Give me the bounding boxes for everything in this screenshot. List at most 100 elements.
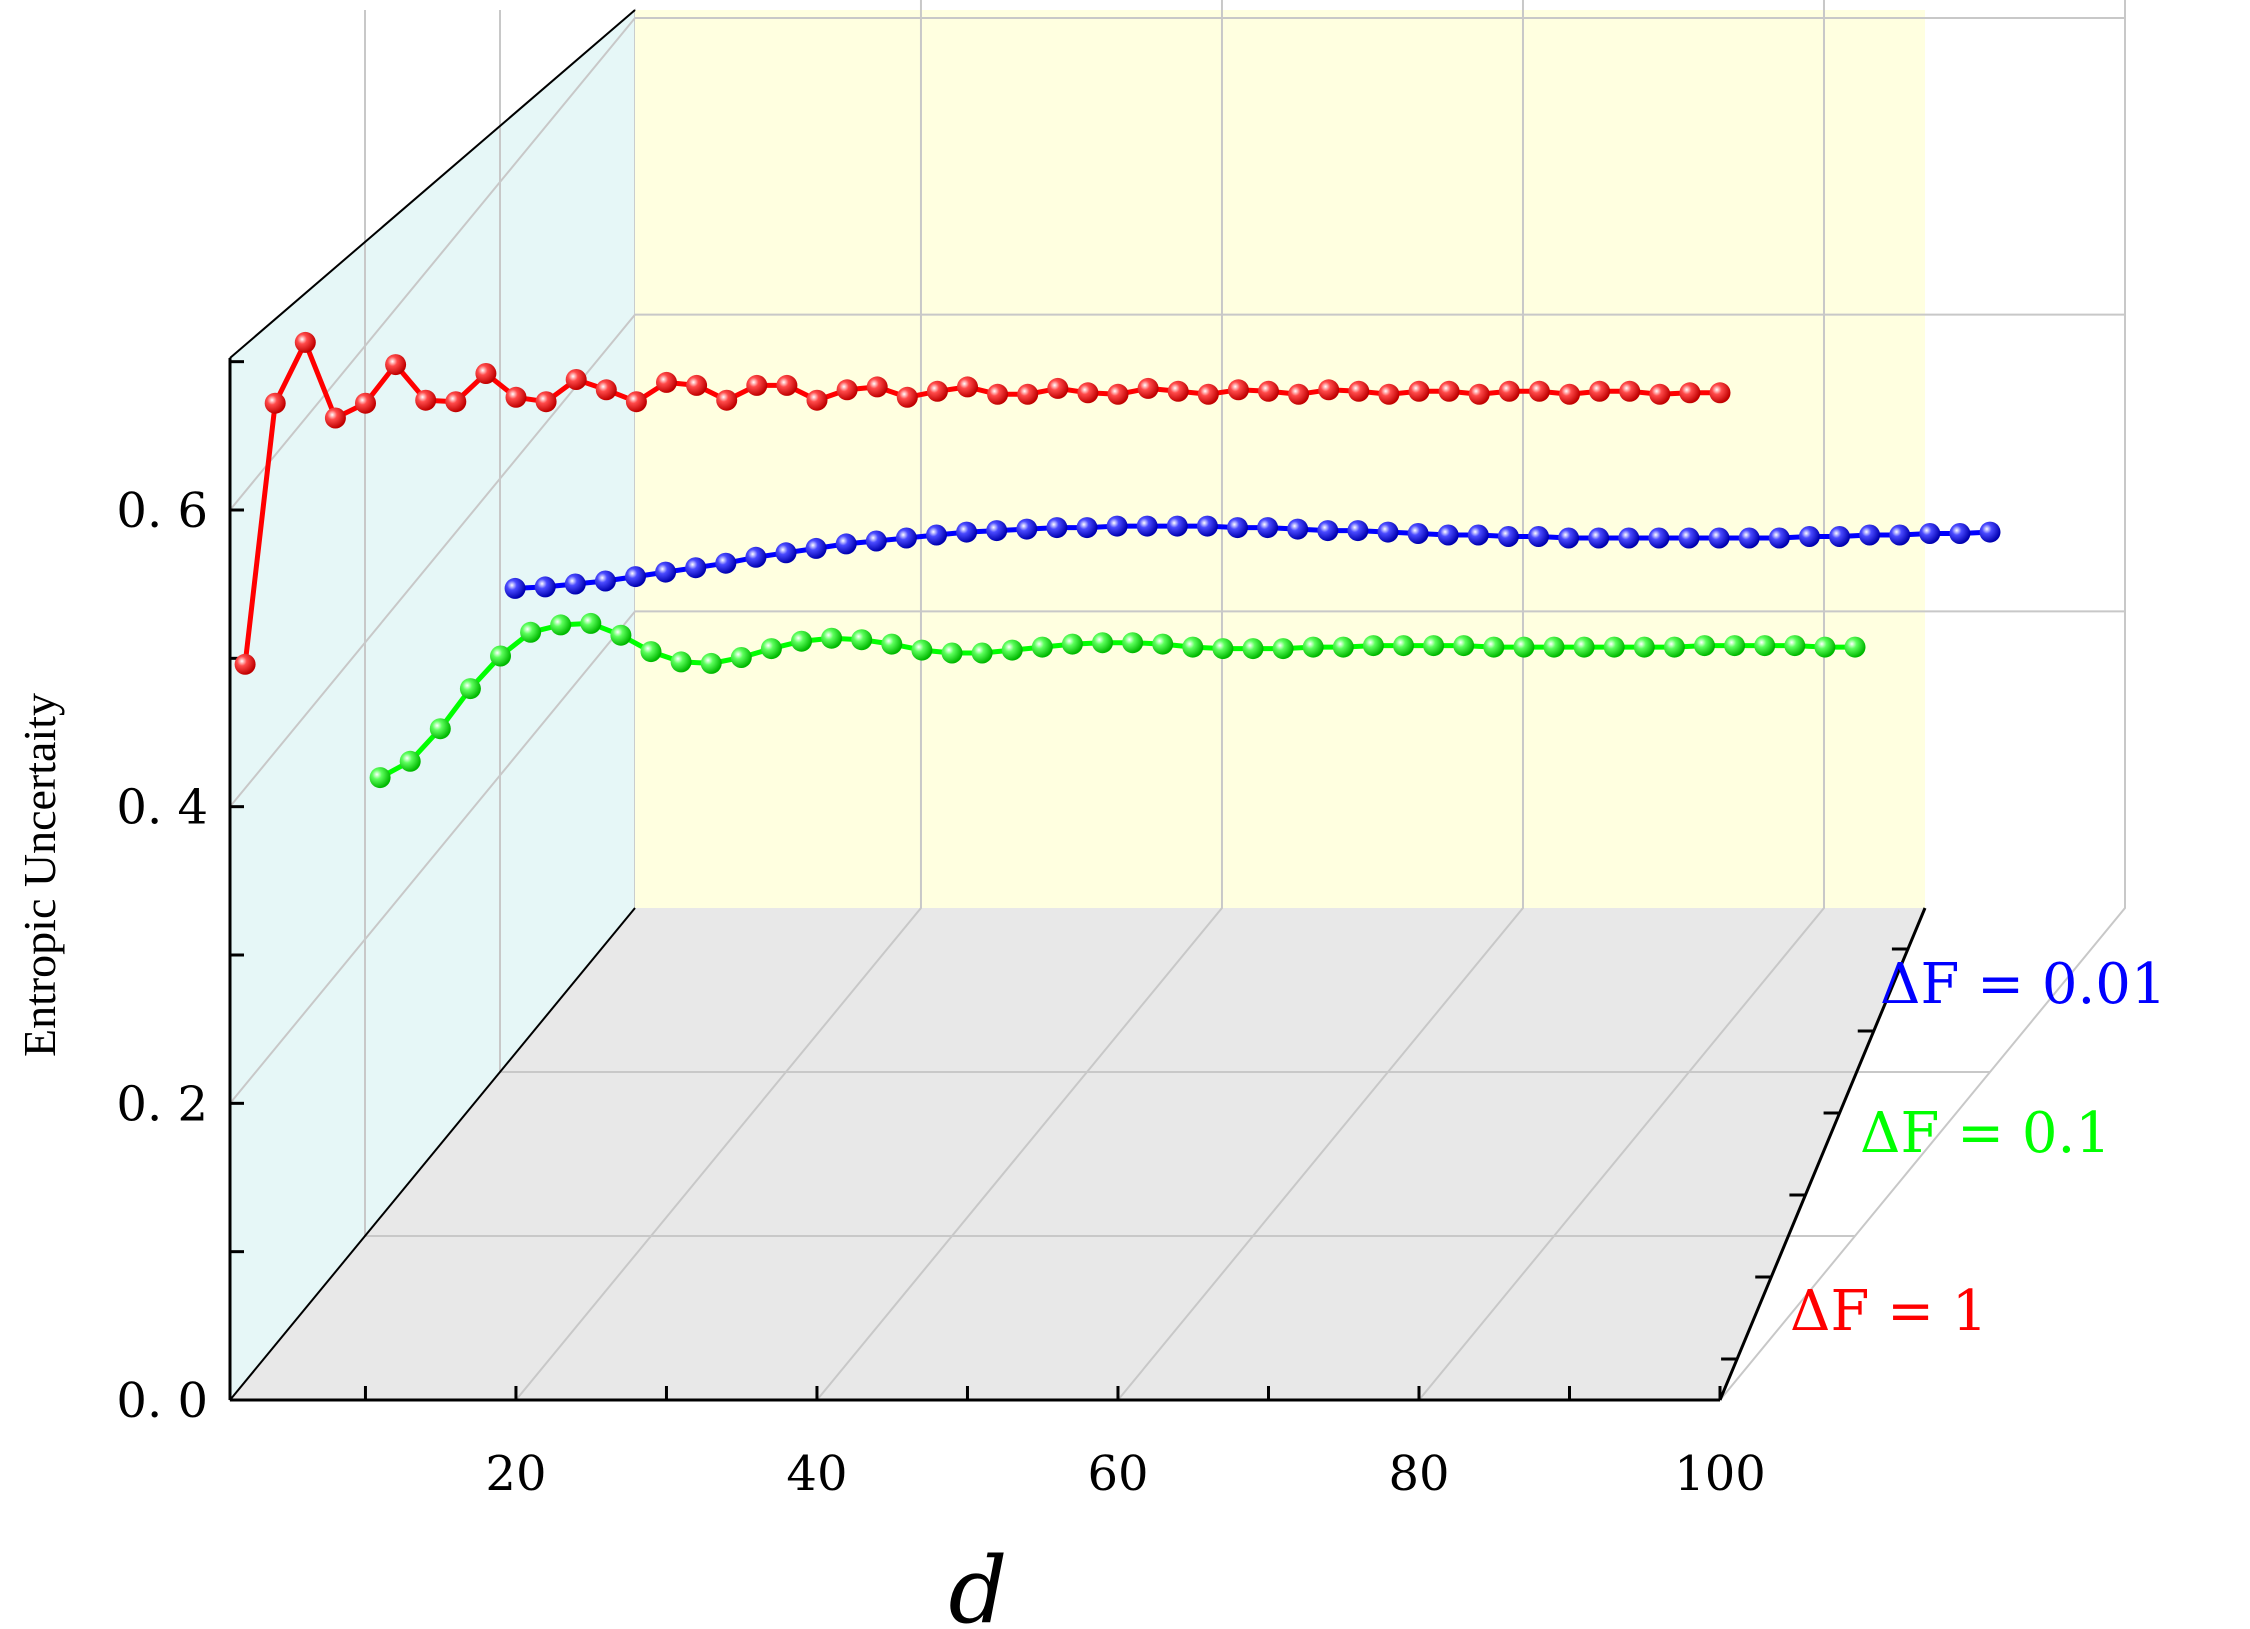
data-point [1001, 639, 1023, 661]
data-point [1077, 382, 1099, 404]
data-point [987, 383, 1009, 405]
data-point [1317, 520, 1339, 542]
grid-line-y-0.4 [229, 313, 2125, 808]
data-point [535, 391, 557, 413]
data-point [760, 638, 782, 660]
data-point [941, 642, 963, 664]
series-3 [504, 515, 2001, 599]
data-point [595, 379, 617, 401]
data-point [686, 374, 708, 396]
data-point [1377, 521, 1399, 543]
tick-labels: 0. 0 0. 2 0. 4 0. 6 20 40 60 80 100 [116, 483, 1765, 1502]
data-point [1016, 518, 1038, 540]
data-point [234, 653, 256, 675]
data-point [1242, 638, 1264, 660]
data-point [1166, 515, 1188, 537]
data-point [957, 376, 978, 398]
data-point [1408, 380, 1430, 402]
data-point [1046, 517, 1068, 539]
data-point [1468, 383, 1490, 405]
data-point [429, 718, 451, 740]
data-point [685, 557, 707, 579]
data-point [1558, 527, 1580, 549]
data-point [1573, 636, 1595, 658]
data-point [1092, 632, 1113, 654]
data-point [716, 389, 738, 411]
x-tick-label: 40 [786, 1446, 847, 1502]
data-point [1814, 636, 1836, 658]
data-point [550, 614, 572, 636]
data-point [956, 521, 978, 543]
data-point [1784, 635, 1806, 657]
data-point [1679, 382, 1701, 404]
floor-left-edge [229, 907, 636, 1401]
data-point [1709, 382, 1731, 404]
data-point [1136, 515, 1158, 537]
data-point [1227, 517, 1248, 539]
data-point [655, 561, 677, 583]
data-point [1979, 521, 2001, 543]
data-point [1724, 635, 1746, 657]
data-point [580, 612, 602, 634]
series-1 [234, 331, 1731, 675]
data-point [625, 566, 646, 588]
data-point [1106, 515, 1128, 537]
data-point [746, 374, 768, 396]
y-tick-label: 0. 6 [116, 483, 208, 539]
data-point [385, 354, 407, 376]
y-tick-label: 0. 0 [116, 1373, 208, 1429]
data-point [1407, 523, 1429, 544]
data-point [520, 621, 542, 643]
data-point [610, 624, 632, 646]
data-point [504, 577, 526, 599]
data-point [1257, 517, 1279, 539]
data-point [1589, 380, 1611, 402]
data-point [1497, 526, 1519, 547]
data-point [1378, 383, 1400, 405]
data-point [324, 407, 346, 429]
data-point [1031, 636, 1053, 658]
y-axis-title: Entropic Uncertaity [14, 693, 65, 1057]
data-point [1588, 527, 1610, 549]
data-point [505, 386, 527, 408]
wall-top-edge [229, 9, 636, 359]
data-point [1362, 635, 1384, 657]
data-point [1423, 635, 1445, 657]
data-point [1467, 524, 1489, 546]
data-point [1528, 380, 1550, 402]
data-point [670, 651, 692, 673]
grid-lines [229, 0, 2126, 1401]
data-point [1107, 383, 1129, 405]
data-point [1663, 636, 1685, 658]
data-point [1393, 635, 1414, 657]
z-category-label: ΔF = 0.1 [1860, 1101, 2111, 1166]
z-category-labels: ΔF = 1 ΔF = 0.1 ΔF = 0.01 [1790, 952, 2167, 1344]
data-point [1347, 520, 1369, 542]
data-point [895, 527, 917, 549]
data-point [926, 524, 947, 546]
data-point [730, 647, 752, 668]
data-point [1498, 380, 1520, 402]
x-tick-label: 60 [1087, 1446, 1148, 1502]
data-point [1227, 379, 1249, 401]
data-point [1182, 636, 1204, 658]
y-tick-label: 0. 2 [116, 1076, 208, 1132]
data-point [264, 392, 286, 414]
data-point [1272, 638, 1294, 660]
data-point [745, 546, 767, 568]
data-point [1559, 383, 1580, 405]
data-point [1483, 636, 1505, 658]
data-point [896, 386, 918, 408]
data-point [399, 750, 421, 772]
data-point [355, 392, 376, 414]
data-point [1603, 636, 1625, 658]
data-point [1528, 526, 1549, 547]
data-point [1197, 383, 1219, 405]
data-point [1061, 633, 1083, 655]
x-axis-title: d [949, 1537, 1008, 1629]
data-point [1212, 638, 1234, 660]
data-point [1949, 523, 1971, 544]
data-point [1348, 380, 1370, 402]
data-point [656, 371, 677, 393]
